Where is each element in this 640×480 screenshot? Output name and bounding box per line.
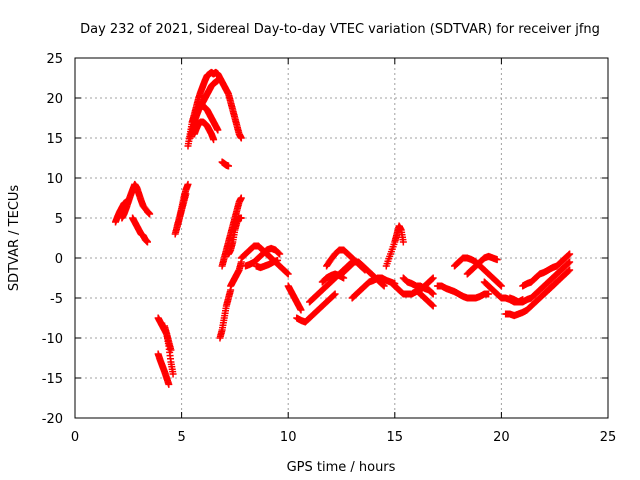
data-point bbox=[210, 136, 218, 144]
data-point bbox=[237, 214, 245, 222]
plot-frame bbox=[74, 57, 609, 419]
data-point bbox=[225, 162, 233, 170]
x-tick-label: 25 bbox=[600, 430, 617, 445]
data-point bbox=[566, 266, 574, 274]
y-tick-label: -10 bbox=[42, 332, 63, 347]
y-tick-label: 5 bbox=[55, 212, 63, 227]
data-point bbox=[379, 281, 387, 289]
y-axis-label: SDTVAR / TECUs bbox=[7, 185, 22, 292]
data-point bbox=[237, 194, 245, 202]
data-point bbox=[274, 256, 282, 264]
data-point bbox=[399, 238, 407, 246]
data-point bbox=[566, 258, 574, 266]
data-point bbox=[275, 249, 283, 257]
data-point bbox=[497, 282, 505, 290]
data-point bbox=[565, 251, 573, 259]
data-point bbox=[297, 306, 305, 314]
data-point bbox=[493, 256, 501, 264]
y-tick-label: 25 bbox=[46, 52, 63, 67]
data-point bbox=[566, 250, 574, 258]
data-point bbox=[143, 238, 151, 246]
data-point bbox=[380, 282, 388, 290]
data-point bbox=[237, 134, 245, 142]
data-point bbox=[428, 301, 436, 309]
y-tick-label: 15 bbox=[46, 132, 63, 147]
x-tick-label: 15 bbox=[387, 430, 404, 445]
data-point bbox=[284, 270, 292, 278]
axis-ticks bbox=[74, 57, 609, 419]
data-point bbox=[169, 370, 177, 378]
x-tick-label: 10 bbox=[280, 430, 297, 445]
data-point bbox=[283, 269, 291, 277]
data-point bbox=[428, 275, 436, 283]
y-tick-label: 20 bbox=[46, 92, 63, 107]
data-point bbox=[330, 291, 338, 299]
y-tick-label: -15 bbox=[42, 372, 63, 387]
data-point bbox=[331, 290, 339, 298]
data-point bbox=[565, 267, 573, 275]
y-tick-label: -5 bbox=[50, 292, 63, 307]
data-point bbox=[184, 180, 192, 188]
data-point bbox=[497, 281, 505, 289]
chart-title: Day 232 of 2021, Sidereal Day-to-day VTE… bbox=[80, 22, 600, 37]
data-point bbox=[165, 380, 173, 388]
data-point bbox=[429, 290, 437, 298]
data-point bbox=[429, 302, 437, 310]
x-tick-label: 5 bbox=[177, 430, 185, 445]
x-tick-label: 20 bbox=[493, 430, 510, 445]
x-tick-label: 0 bbox=[71, 430, 79, 445]
grid-lines bbox=[75, 58, 608, 418]
y-tick-label: 0 bbox=[55, 252, 63, 267]
y-tick-label: 10 bbox=[46, 172, 63, 187]
data-point bbox=[146, 210, 154, 218]
data-point bbox=[428, 289, 436, 297]
tick-labels: 0 5 10 15 20 25 -20 -15 -10 -5 0 5 10 15 20 25 bbox=[42, 52, 617, 445]
data-point bbox=[276, 250, 284, 258]
x-axis-label: GPS time / hours bbox=[287, 460, 396, 475]
data-points bbox=[112, 68, 574, 388]
data-point bbox=[485, 290, 493, 298]
y-tick-label: -20 bbox=[42, 412, 63, 427]
data-point bbox=[429, 274, 437, 282]
data-point bbox=[214, 126, 222, 134]
data-point bbox=[565, 259, 573, 267]
